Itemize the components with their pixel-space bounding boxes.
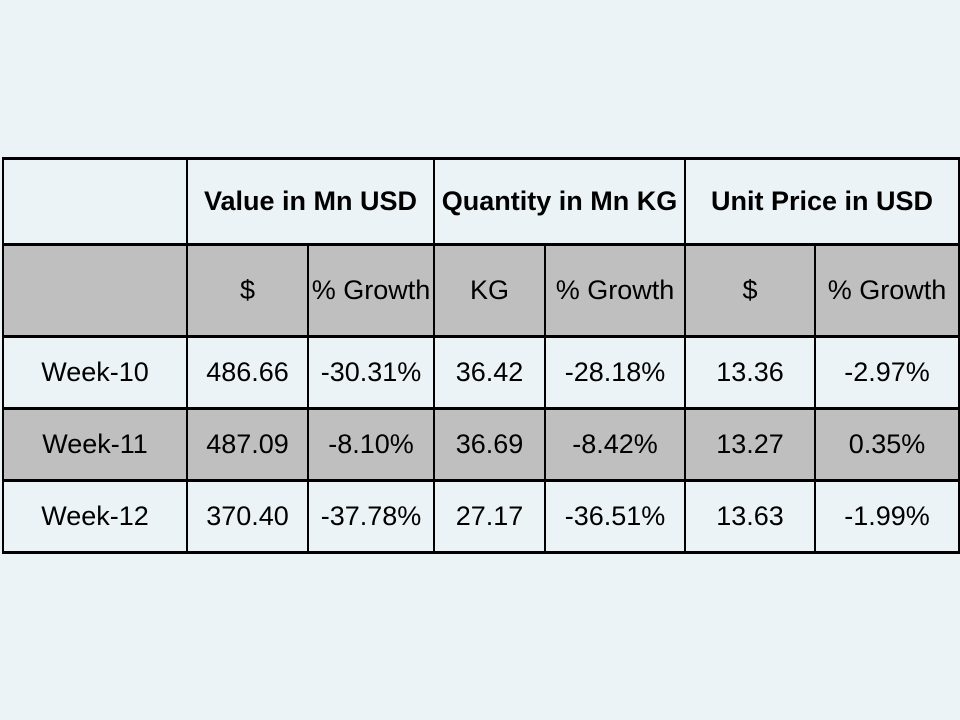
group-header-row: Value in Mn USD Quantity in Mn KG Unit P… [2,157,960,246]
table-row-week-12: Week-12 370.40 -37.78% 27.17 -36.51% 13.… [2,479,960,554]
sub-header-quantity-kg: KG [433,243,547,338]
row-label: Week-10 [2,335,188,410]
quantity-growth: -8.42% [544,407,687,482]
quantity-growth: -28.18% [544,335,687,410]
value-growth: -30.31% [306,335,436,410]
table-row-week-11: Week-11 487.09 -8.10% 36.69 -8.42% 13.27… [2,407,960,482]
row-label: Week-12 [2,479,188,554]
value-growth: -8.10% [306,407,436,482]
unit-price-growth: -2.97% [814,335,960,410]
unit-price-dollar: 13.63 [684,479,817,554]
value-dollar: 370.40 [186,479,309,554]
group-header-quantity: Quantity in Mn KG [433,157,687,246]
sub-header-unitprice-dollar: $ [684,243,817,338]
sub-header-row: $ % Growth KG % Growth $ % Growth [2,243,960,338]
unit-price-dollar: 13.36 [684,335,817,410]
quantity-kg: 27.17 [433,479,547,554]
unit-price-dollar: 13.27 [684,407,817,482]
corner-cell [2,157,188,246]
weekly-trade-table: Value in Mn USD Quantity in Mn KG Unit P… [2,157,960,554]
unit-price-growth: 0.35% [814,407,960,482]
quantity-kg: 36.42 [433,335,547,410]
value-growth: -37.78% [306,479,436,554]
sub-header-unitprice-growth: % Growth [814,243,960,338]
sub-header-quantity-growth: % Growth [544,243,687,338]
quantity-kg: 36.69 [433,407,547,482]
quantity-growth: -36.51% [544,479,687,554]
sub-header-value-dollar: $ [186,243,309,338]
row-label: Week-11 [2,407,188,482]
table-row-week-10: Week-10 486.66 -30.31% 36.42 -28.18% 13.… [2,335,960,410]
sub-header-blank [2,243,188,338]
value-dollar: 486.66 [186,335,309,410]
sub-header-value-growth: % Growth [306,243,436,338]
group-header-unit-price: Unit Price in USD [684,157,960,246]
value-dollar: 487.09 [186,407,309,482]
unit-price-growth: -1.99% [814,479,960,554]
group-header-value: Value in Mn USD [185,157,436,246]
